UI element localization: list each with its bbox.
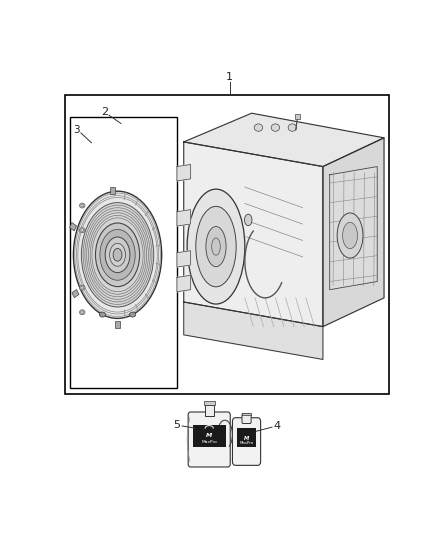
Polygon shape	[177, 276, 191, 292]
Polygon shape	[177, 165, 191, 181]
Bar	[193, 425, 226, 447]
FancyBboxPatch shape	[188, 412, 230, 467]
Bar	[65, 95, 389, 394]
Text: M: M	[206, 433, 212, 438]
Bar	[110, 188, 115, 194]
Ellipse shape	[81, 286, 84, 289]
Text: MaxPro: MaxPro	[240, 441, 254, 446]
Ellipse shape	[80, 228, 85, 232]
Ellipse shape	[343, 222, 357, 249]
Text: MaxPro: MaxPro	[201, 440, 217, 444]
Ellipse shape	[80, 285, 85, 290]
Ellipse shape	[105, 237, 130, 272]
FancyBboxPatch shape	[242, 414, 251, 424]
Ellipse shape	[80, 203, 85, 208]
Ellipse shape	[81, 311, 84, 314]
Text: 4: 4	[273, 421, 281, 431]
Bar	[237, 427, 256, 447]
Ellipse shape	[206, 227, 226, 266]
Bar	[242, 413, 251, 415]
Ellipse shape	[80, 310, 85, 314]
Text: 2: 2	[102, 107, 109, 117]
Text: M: M	[244, 435, 249, 441]
Ellipse shape	[254, 124, 263, 131]
Polygon shape	[323, 138, 384, 327]
Polygon shape	[177, 251, 191, 267]
Polygon shape	[330, 166, 377, 290]
Polygon shape	[184, 142, 323, 327]
Bar	[204, 401, 215, 405]
Text: 3: 3	[74, 125, 80, 135]
Ellipse shape	[100, 229, 135, 280]
Ellipse shape	[288, 124, 297, 131]
Ellipse shape	[74, 191, 162, 318]
Ellipse shape	[95, 223, 140, 287]
Ellipse shape	[187, 189, 245, 304]
Bar	[72, 289, 79, 298]
Ellipse shape	[81, 229, 84, 232]
Ellipse shape	[99, 312, 106, 317]
Ellipse shape	[81, 203, 154, 307]
Ellipse shape	[81, 204, 84, 207]
Bar	[205, 405, 214, 416]
Ellipse shape	[271, 124, 279, 131]
Ellipse shape	[113, 248, 122, 261]
Bar	[295, 115, 300, 119]
FancyBboxPatch shape	[233, 418, 261, 465]
Ellipse shape	[110, 244, 126, 266]
Ellipse shape	[337, 213, 363, 258]
Bar	[70, 117, 177, 388]
Polygon shape	[184, 113, 384, 166]
Bar	[115, 321, 120, 328]
Polygon shape	[177, 209, 191, 226]
Bar	[70, 223, 77, 231]
Ellipse shape	[196, 206, 236, 287]
Text: 1: 1	[226, 72, 233, 82]
Ellipse shape	[130, 312, 136, 317]
Text: 5: 5	[173, 419, 180, 430]
Polygon shape	[184, 302, 323, 359]
Ellipse shape	[212, 238, 220, 255]
Ellipse shape	[244, 214, 252, 225]
